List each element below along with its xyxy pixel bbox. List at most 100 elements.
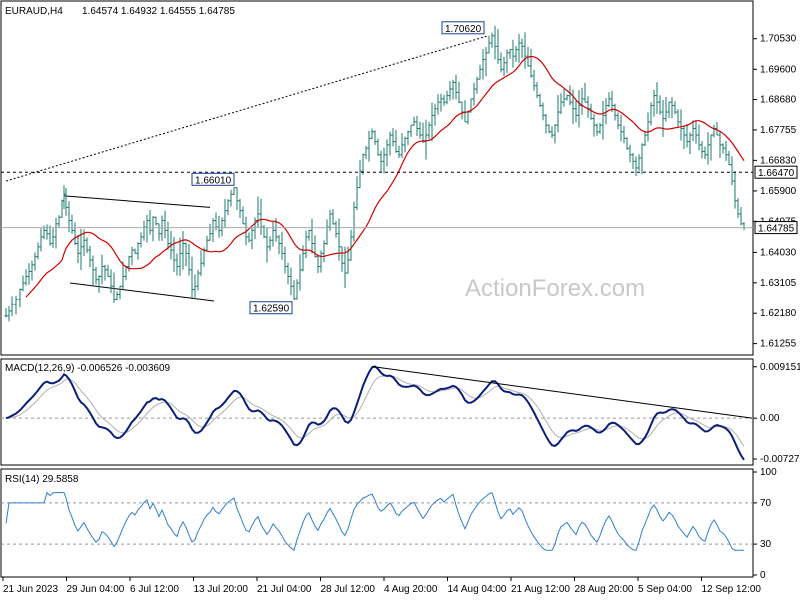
- price-bar: [30, 260, 34, 281]
- price-tick-label: 1.62180: [760, 308, 797, 319]
- price-bar: [730, 156, 734, 186]
- price-bar: [733, 171, 737, 209]
- rsi-tick-label: 30: [760, 539, 772, 550]
- price-bar: [48, 225, 52, 246]
- price-bar: [160, 215, 164, 241]
- rsi-line: [5, 491, 744, 552]
- price-bar: [544, 114, 548, 134]
- price-bar: [388, 131, 392, 156]
- price-bar: [472, 82, 476, 106]
- price-bar: [613, 103, 617, 121]
- price-bar: [163, 210, 167, 239]
- price-bar: [700, 140, 704, 159]
- price-bar: [391, 128, 395, 147]
- price-bar: [24, 269, 28, 286]
- price-axis: 1.70530 1.69600 1.68680 1.67755 1.66830 1.659…: [753, 34, 797, 350]
- trendlines: [5, 35, 489, 302]
- price-bar: [181, 231, 185, 270]
- price-bar: [631, 152, 635, 170]
- price-tick-label: 1.66830: [760, 155, 797, 166]
- rsi-tick-label: 70: [760, 498, 772, 509]
- time-tick-label: 28 Aug 20:00: [575, 584, 634, 595]
- price-tick-label: 1.65900: [760, 186, 797, 197]
- macd-tick-label: 0.009151: [760, 362, 800, 373]
- price-bar: [670, 97, 674, 119]
- price-bar: [118, 285, 122, 300]
- price-bar: [649, 102, 653, 126]
- price-bar: [379, 150, 383, 172]
- price-bar: [106, 264, 110, 277]
- price-bar: [436, 94, 440, 115]
- level-tag-box-2: [754, 221, 798, 235]
- time-tick-label: 5 Sep 04:00: [638, 584, 692, 595]
- price-bar: [505, 49, 509, 73]
- price-bar: [57, 215, 61, 228]
- price-bar: [637, 154, 641, 171]
- price-bar: [385, 139, 389, 167]
- annotation-label-2: 1.66010: [195, 175, 232, 186]
- price-bar: [343, 246, 347, 288]
- price-bar: [685, 123, 689, 148]
- price-bar: [418, 121, 422, 139]
- price-bar: [367, 130, 371, 162]
- rsi-lines: 100 70 30 0: [1, 467, 777, 581]
- price-bar: [703, 146, 707, 159]
- price-bar: [595, 123, 599, 136]
- annotation-box-1: [441, 21, 485, 35]
- price-bar: [232, 187, 236, 195]
- price-bar: [151, 216, 155, 242]
- price-bar: [18, 288, 22, 308]
- price-bar: [340, 246, 344, 272]
- price-bar: [265, 227, 269, 263]
- price-bar: [628, 144, 632, 163]
- price-bar: [361, 153, 365, 175]
- macd-title: MACD(12,26,9) -0.006526 -0.003609: [5, 363, 171, 374]
- price-bar: [727, 150, 731, 166]
- price-bar: [682, 126, 686, 149]
- price-bar: [439, 93, 443, 112]
- price-bar: [73, 222, 77, 245]
- price-tick-label: 1.69600: [760, 64, 797, 75]
- price-bar: [310, 218, 314, 254]
- price-bar: [220, 217, 224, 237]
- price-tick-label: 1.70530: [760, 34, 797, 45]
- price-bar: [97, 275, 101, 293]
- price-bar: [355, 176, 359, 211]
- rsi-tick-label: 0: [760, 570, 766, 581]
- price-bar: [490, 32, 494, 48]
- price-bar: [187, 243, 191, 276]
- time-tick-label: 14 Aug 04:00: [448, 584, 507, 595]
- price-bar: [721, 143, 725, 154]
- price-bar: [376, 138, 380, 156]
- price-bar: [499, 52, 503, 73]
- price-bar: [253, 217, 257, 240]
- price-bar: [316, 254, 320, 274]
- price-bar: [496, 29, 500, 64]
- price-bar: [51, 228, 55, 248]
- price-bar: [352, 201, 356, 242]
- price-bar: [643, 131, 647, 146]
- price-bar: [478, 64, 482, 80]
- price-bar: [640, 143, 644, 175]
- price-bar: [235, 187, 239, 211]
- price-bar: [415, 115, 419, 137]
- price-bar: [715, 121, 719, 136]
- price-bar: [634, 156, 638, 177]
- price-bar: [529, 48, 533, 78]
- price-bar: [541, 102, 545, 121]
- symbol-label: EURAUD,H4: [5, 6, 63, 17]
- price-bar: [82, 229, 86, 257]
- price-bar: [430, 102, 434, 142]
- price-bar: [211, 218, 215, 243]
- price-bar: [382, 147, 386, 174]
- time-tick-label: 13 Jul 20:00: [194, 584, 249, 595]
- time-tick-label: 29 Jun 04:00: [67, 584, 125, 595]
- price-bar: [286, 262, 290, 285]
- watermark: ActionForex.com: [465, 275, 645, 302]
- price-bar: [655, 82, 659, 114]
- price-bar: [517, 33, 521, 63]
- annotation-box-3: [249, 301, 293, 315]
- price-bars: [4, 25, 746, 322]
- moving-average: [25, 55, 745, 298]
